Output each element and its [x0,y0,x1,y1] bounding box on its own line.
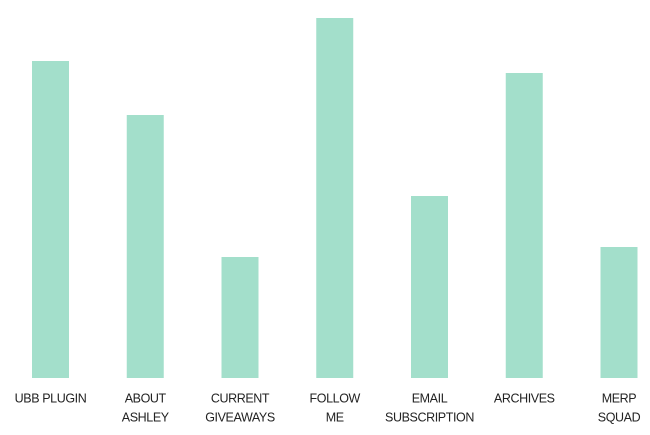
x-tick-label: CURRENT [211,391,270,405]
bar [126,115,164,378]
x-tick-label: MERP [602,391,637,405]
bar [316,18,354,378]
x-tick-label: ME [326,410,344,424]
x-tick-label: SQUAD [598,410,641,424]
bar [32,61,69,378]
bar [505,73,543,378]
x-tick-label: UBB PLUGIN [15,391,87,405]
x-tick-label: SUBSCRIPTION [385,410,474,424]
x-tick-label: FOLLOW [310,391,361,405]
x-tick-label: ARCHIVES [494,391,555,405]
bar [600,247,638,378]
bar [221,257,259,378]
x-tick-label: ASHLEY [122,410,170,424]
bar [411,196,448,378]
x-tick-label: EMAIL [412,391,448,405]
x-tick-label: GIVEAWAYS [205,410,275,424]
x-tick-label: ABOUT [125,391,167,405]
